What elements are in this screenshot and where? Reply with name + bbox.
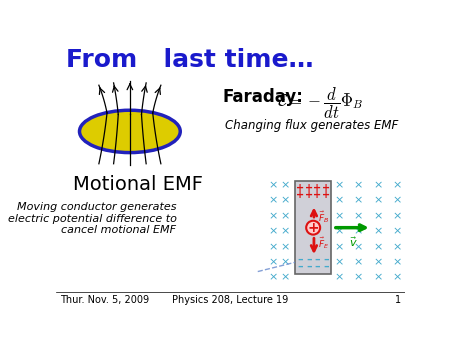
Bar	[295, 182, 331, 274]
Text: +: +	[296, 190, 305, 200]
Text: –: –	[306, 262, 312, 272]
Text: –: –	[315, 262, 320, 272]
Text: $\mathcal{E}=-\dfrac{d}{dt}\Phi_B$: $\mathcal{E}=-\dfrac{d}{dt}\Phi_B$	[277, 86, 364, 121]
Text: ×: ×	[354, 273, 363, 283]
Text: ×: ×	[280, 211, 289, 221]
Text: ×: ×	[373, 180, 382, 190]
Text: –: –	[323, 262, 329, 272]
Text: +: +	[307, 221, 319, 235]
Text: ×: ×	[354, 242, 363, 252]
Text: ×: ×	[373, 196, 382, 206]
Text: +: +	[313, 190, 321, 200]
Text: ×: ×	[334, 211, 344, 221]
Text: ×: ×	[280, 180, 289, 190]
Text: ×: ×	[280, 273, 289, 283]
Ellipse shape	[80, 110, 180, 152]
Text: ×: ×	[269, 180, 278, 190]
Text: ×: ×	[280, 242, 289, 252]
Text: ×: ×	[373, 211, 382, 221]
Text: ×: ×	[392, 273, 402, 283]
Text: ×: ×	[280, 196, 289, 206]
Text: ×: ×	[392, 257, 402, 267]
Text: ×: ×	[354, 211, 363, 221]
Text: ×: ×	[354, 257, 363, 267]
Text: ×: ×	[392, 242, 402, 252]
Text: +: +	[322, 190, 330, 200]
Text: +: +	[305, 183, 313, 193]
Text: $\vec{v}$: $\vec{v}$	[349, 235, 357, 249]
Text: ×: ×	[334, 242, 344, 252]
Text: ×: ×	[334, 180, 344, 190]
Text: ×: ×	[269, 211, 278, 221]
Text: –: –	[297, 255, 303, 265]
Text: –: –	[315, 255, 320, 265]
Text: ×: ×	[334, 273, 344, 283]
Text: ×: ×	[269, 257, 278, 267]
Text: –: –	[306, 255, 312, 265]
Text: –: –	[323, 255, 329, 265]
Text: $\vec{F}_E$: $\vec{F}_E$	[318, 235, 329, 251]
Text: +: +	[305, 190, 313, 200]
Text: –: –	[297, 262, 303, 272]
Text: ×: ×	[373, 257, 382, 267]
Text: ×: ×	[334, 196, 344, 206]
Text: Changing flux generates EMF: Changing flux generates EMF	[225, 119, 398, 132]
Text: +: +	[296, 183, 305, 193]
Text: $\vec{F}_B$: $\vec{F}_B$	[318, 210, 329, 225]
Text: ×: ×	[373, 242, 382, 252]
Text: Thur. Nov. 5, 2009: Thur. Nov. 5, 2009	[60, 295, 149, 305]
Text: ×: ×	[354, 196, 363, 206]
Text: ×: ×	[269, 226, 278, 237]
Text: ×: ×	[334, 257, 344, 267]
Text: ×: ×	[354, 226, 363, 237]
Text: ×: ×	[392, 180, 402, 190]
Text: ×: ×	[392, 196, 402, 206]
Text: ×: ×	[373, 226, 382, 237]
Text: ×: ×	[269, 196, 278, 206]
Text: ×: ×	[373, 273, 382, 283]
Text: Physics 208, Lecture 19: Physics 208, Lecture 19	[172, 295, 289, 305]
Text: Moving conductor generates
electric potential difference to
cancel motional EMF: Moving conductor generates electric pote…	[8, 202, 176, 236]
Text: Motional EMF: Motional EMF	[72, 175, 202, 194]
Text: 1: 1	[395, 295, 401, 305]
Text: From   last time…: From last time…	[66, 48, 313, 72]
Text: ×: ×	[392, 211, 402, 221]
Text: ×: ×	[269, 242, 278, 252]
Text: +: +	[313, 183, 321, 193]
Text: ×: ×	[334, 226, 344, 237]
Text: Faraday:: Faraday:	[223, 88, 304, 106]
Text: ×: ×	[392, 226, 402, 237]
Text: ×: ×	[269, 273, 278, 283]
Circle shape	[306, 221, 320, 235]
Text: ×: ×	[280, 257, 289, 267]
Text: ×: ×	[280, 226, 289, 237]
Text: +: +	[322, 183, 330, 193]
Text: ×: ×	[354, 180, 363, 190]
